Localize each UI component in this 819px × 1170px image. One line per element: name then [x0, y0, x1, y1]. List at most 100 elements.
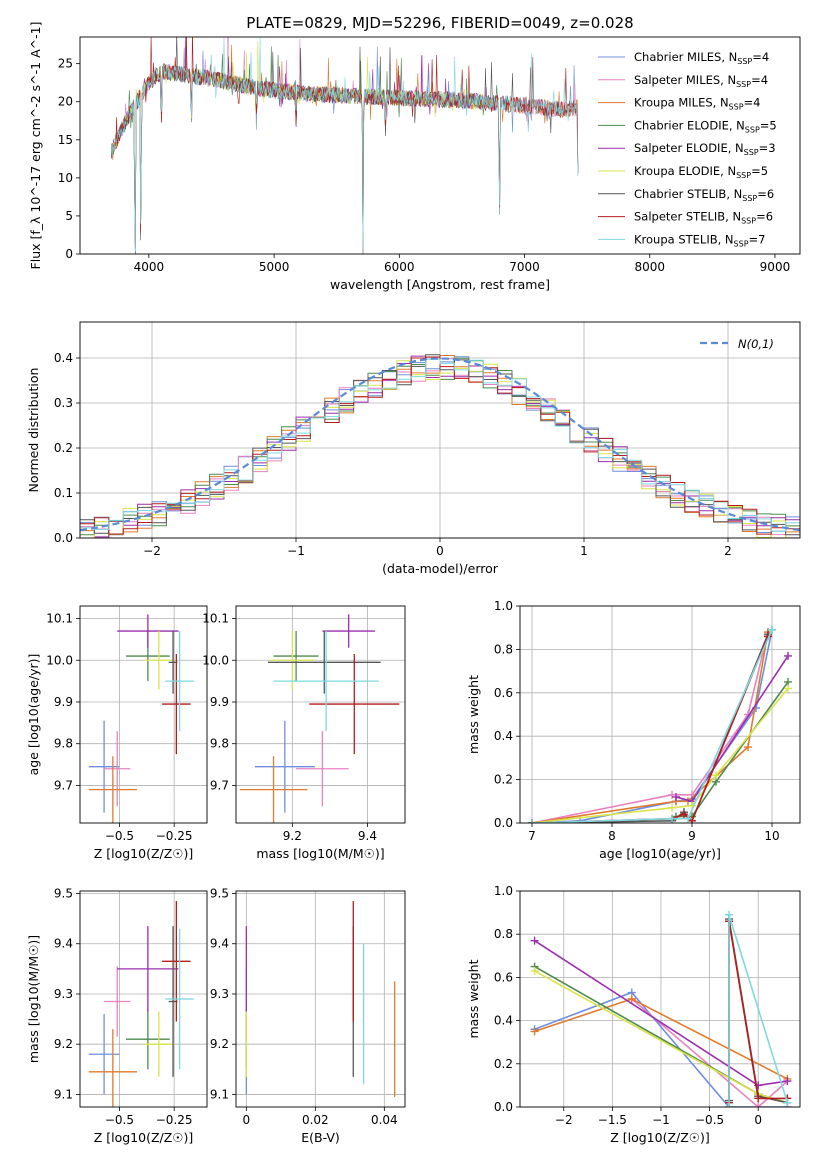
y-tick-label: 9.3 [54, 987, 73, 1001]
legend-label: Chabrier ELODIE, NSSP=5 [634, 118, 777, 134]
histogram-step [80, 358, 800, 532]
weight-marker [783, 1098, 792, 1107]
x-axis-label: age [log10(age/yr)] [599, 846, 721, 861]
legend-label: Salpeter STELIB, NSSP=6 [634, 210, 773, 226]
x-tick-label: 8000 [634, 260, 665, 274]
legend-subscript: SSP [741, 217, 756, 226]
y-tick-label: 10 [58, 171, 73, 185]
panel-age_vs_Z: −0.5 −0.25 9.7 9.8 9.9 10.0 10.1 Z [log10(Z/Z☉)… [26, 605, 208, 861]
legend-subscript: SSP [736, 171, 751, 180]
spectrum-line [111, 37, 579, 254]
legend-label: N(0,1) [738, 337, 774, 351]
weight-marker [668, 803, 676, 812]
legend-count: =6 [756, 210, 773, 224]
y-axis-label: age [log10(age/yr)] [26, 654, 41, 776]
panel-mass_vs_ebv: 0 0.02 0.04 9.1 9.2 9.3 9.4 9.5 E(B-V) [210, 887, 406, 1145]
weight-marker [725, 910, 734, 919]
x-tick-label: −0.5 [105, 829, 134, 843]
y-tick-label: 0.4 [494, 729, 513, 743]
legend-subscript: SSP [745, 125, 760, 134]
x-tick-label: −2 [555, 1113, 573, 1127]
legend-count: =4 [751, 73, 768, 87]
weight-marker [754, 1103, 763, 1107]
weight-line [531, 631, 769, 823]
weight-marker [530, 966, 539, 975]
y-tick-label: 25 [58, 57, 73, 71]
x-tick-label: 7 [528, 829, 536, 843]
legend-count: =7 [749, 232, 766, 246]
plot-area [88, 901, 194, 1107]
weight-marker [784, 684, 792, 693]
axes-decor: −0.5 −0.25 9.1 9.2 9.3 9.4 9.5 Z [log10(Z/Z☉)] m… [26, 887, 208, 1145]
weight-marker [725, 1103, 734, 1107]
x-tick-label: −1 [287, 544, 305, 558]
y-tick-label: 1.0 [494, 884, 513, 898]
x-tick-label: 8 [608, 829, 616, 843]
x-tick-label: 6000 [384, 260, 415, 274]
legend-subscript: SSP [734, 239, 749, 248]
legend-label: Chabrier MILES, NSSP=4 [634, 50, 769, 66]
legend-label: Salpeter MILES, NSSP=4 [634, 73, 768, 89]
axes-decor: 0 0.02 0.04 9.1 9.2 9.3 9.4 9.5 E(B-V) [210, 887, 406, 1145]
weight-marker [530, 1027, 539, 1036]
x-tick-label: 5000 [259, 260, 290, 274]
x-tick-label: −1.5 [598, 1113, 627, 1127]
x-tick-label: 7000 [509, 260, 540, 274]
y-tick-label: 10.1 [202, 612, 229, 626]
axes-decor: 7 8 9 10 0.0 0.2 0.4 0.6 0.8 1.0 age [log10(age/yr… [466, 599, 801, 861]
y-tick-label: 0.6 [494, 970, 513, 984]
panel-age_vs_mass: 9.2 9.4 9.7 9.8 9.9 10.0 10.1 mass [log10(M/M☉)… [202, 605, 406, 861]
y-tick-label: 20 [58, 95, 73, 109]
y-tick-label: 10.1 [46, 612, 73, 626]
y-tick-label: 0.0 [54, 531, 73, 545]
weight-marker [680, 810, 688, 819]
y-tick-label: 1.0 [494, 599, 513, 613]
axes-decor: −0.5 −0.25 9.7 9.8 9.9 10.0 10.1 Z [log10(Z/Z☉)… [26, 605, 208, 861]
x-axis-label: E(B-V) [301, 1130, 340, 1145]
y-tick-label: 9.5 [210, 887, 229, 901]
plot-area [530, 910, 792, 1107]
axes-frame [235, 605, 406, 824]
x-tick-label: −1 [652, 1113, 670, 1127]
y-tick-label: 9.9 [54, 695, 73, 709]
y-tick-label: 0.8 [494, 927, 513, 941]
y-tick-label: 0 [65, 247, 73, 261]
legend-count: =5 [760, 118, 777, 132]
y-tick-label: 9.1 [54, 1087, 73, 1101]
legend-subscript: SSP [729, 103, 744, 112]
plot-area [528, 625, 792, 823]
y-axis-label: mass weight [466, 959, 481, 1038]
y-tick-label: 9.5 [54, 887, 73, 901]
legend-label: Chabrier STELIB, NSSP=6 [634, 187, 774, 203]
legend-count: =3 [759, 141, 776, 155]
axes-frame [79, 36, 801, 255]
gridlines [80, 891, 207, 1107]
weight-marker [784, 651, 792, 660]
weight-line [531, 629, 773, 823]
spectrum-line [111, 37, 579, 254]
y-tick-label: 9.2 [210, 1037, 229, 1051]
x-axis-label: (data-model)/error [382, 561, 499, 576]
x-tick-label: −0.5 [695, 1113, 724, 1127]
axes-frame [79, 605, 208, 824]
x-tick-label: 9.4 [358, 829, 377, 843]
y-tick-label: 10.0 [46, 653, 73, 667]
axes-frame [79, 890, 208, 1108]
axes-frame [519, 890, 801, 1108]
weight-line [631, 998, 788, 1107]
legend-label: Salpeter ELODIE, NSSP=3 [634, 141, 776, 157]
axes-decor: −2 −1 0 1 2 0.0 0.1 0.2 0.3 0.4 (data-model)/error… [26, 321, 801, 576]
legend-label: Kroupa MILES, NSSP=4 [634, 96, 760, 112]
y-tick-label: 9.8 [210, 737, 229, 751]
weight-marker [783, 1077, 792, 1086]
gridlines [520, 890, 800, 1108]
plot-area [88, 614, 194, 823]
plot-area [239, 614, 400, 823]
axes-frame [519, 605, 801, 824]
legend: Chabrier MILES, NSSP=4 Salpeter MILES, NS… [598, 50, 777, 248]
y-tick-label: 0.4 [494, 1014, 513, 1028]
gridlines [236, 606, 405, 823]
weight-marker [627, 995, 636, 1003]
y-axis-label: mass weight [466, 675, 481, 754]
y-tick-label: 9.9 [210, 695, 229, 709]
